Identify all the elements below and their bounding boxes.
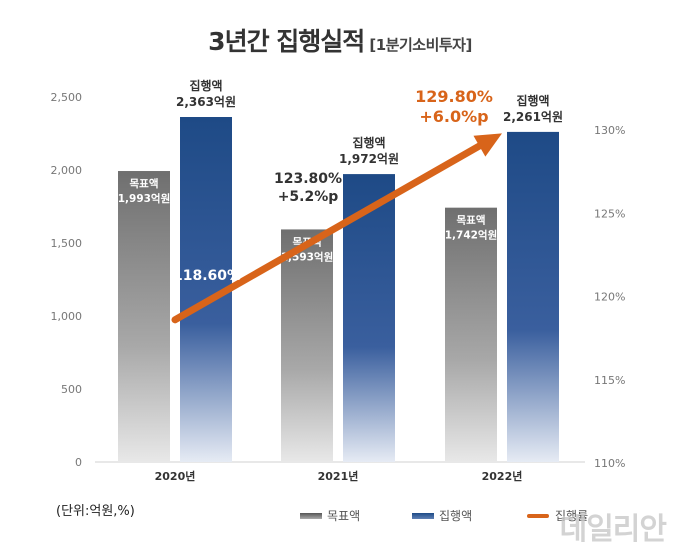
y-tick-label: 1,500 bbox=[51, 237, 83, 250]
x-tick-label: 2020년 bbox=[155, 469, 196, 483]
legend-swatch-executed bbox=[412, 512, 434, 519]
y2-tick-label: 115% bbox=[594, 374, 625, 387]
bar-target-2020년 bbox=[118, 171, 170, 462]
y2-tick-label: 120% bbox=[594, 291, 625, 304]
legend-item-rate: 집행률 bbox=[527, 507, 588, 524]
rate-label: 118.60% bbox=[173, 268, 241, 284]
rate-label: 123.80% +5.2%p bbox=[274, 171, 342, 205]
rate-arrow-line bbox=[171, 139, 488, 324]
y-tick-label: 0 bbox=[75, 456, 82, 469]
data-label-target: 목표액 1,993억원 bbox=[118, 178, 171, 205]
y-tick-label: 2,000 bbox=[51, 164, 83, 177]
legend-item-executed: 집행액 bbox=[412, 507, 472, 524]
y-tick-label: 2,500 bbox=[51, 91, 83, 104]
y2-tick-label: 130% bbox=[594, 124, 625, 137]
data-label-executed: 집행액 1,972억원 bbox=[339, 135, 399, 166]
rate-arrow-head bbox=[473, 133, 502, 157]
legend-label-rate: 집행률 bbox=[555, 509, 589, 523]
data-label-target: 목표액 1,742억원 bbox=[445, 215, 498, 242]
chart-title: 3년간 집행실적 bbox=[208, 27, 365, 56]
rate-label: 129.80% +6.0%p bbox=[415, 87, 493, 126]
y-tick-label: 1,000 bbox=[51, 310, 83, 323]
bar-target-2022년 bbox=[445, 207, 497, 462]
chart-title-block: 3년간 집행실적 [1분기소비투자] bbox=[0, 22, 680, 58]
legend-swatch-rate bbox=[527, 513, 549, 518]
data-label-executed: 집행액 2,363억원 bbox=[176, 78, 236, 109]
watermark-logo: 데일리안 bbox=[559, 512, 667, 547]
x-tick-label: 2021년 bbox=[318, 469, 359, 483]
chart-subtitle: [1분기소비투자] bbox=[369, 36, 472, 54]
y2-tick-label: 110% bbox=[594, 457, 625, 470]
legend-label-target: 목표액 bbox=[327, 509, 361, 523]
legend-swatch-target bbox=[300, 512, 322, 519]
y-tick-label: 500 bbox=[61, 383, 82, 396]
data-label-executed: 집행액 2,261억원 bbox=[503, 93, 563, 124]
y2-tick-label: 125% bbox=[594, 207, 625, 220]
unit-note: (단위:억원,%) bbox=[56, 504, 135, 519]
bar-target-2021년 bbox=[281, 229, 333, 462]
x-tick-label: 2022년 bbox=[482, 469, 523, 483]
legend-label-executed: 집행액 bbox=[439, 509, 473, 523]
bar-executed-2022년 bbox=[507, 131, 559, 463]
legend-item-target: 목표액 bbox=[300, 507, 360, 524]
